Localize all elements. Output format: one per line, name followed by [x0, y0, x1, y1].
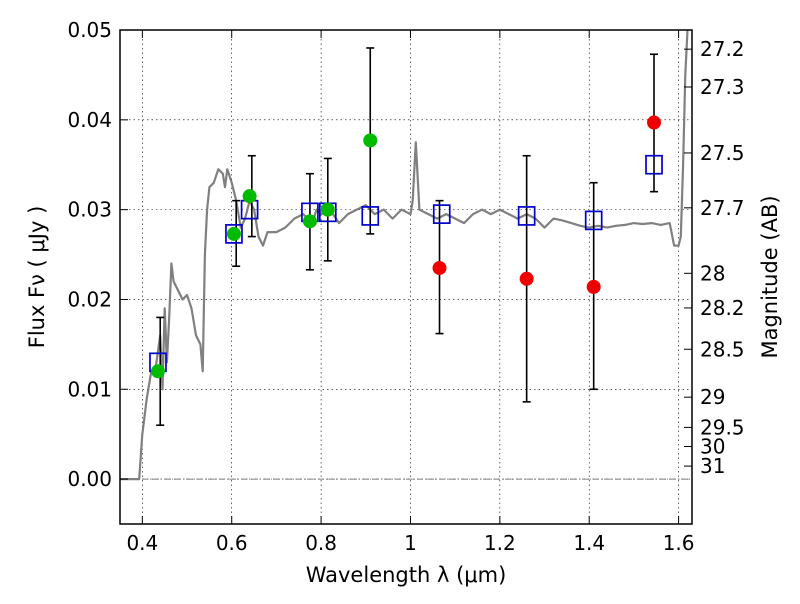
x-tick-label: 0.8	[305, 531, 337, 555]
y-tick-label: 0.04	[67, 108, 112, 132]
model-spectrum-line	[120, 30, 689, 481]
x-tick-label: 0.4	[126, 531, 158, 555]
x-axis-label: Wavelength λ (μm)	[306, 563, 507, 587]
y2-tick-label: 30	[700, 434, 725, 458]
y-tick-label: 0.03	[67, 198, 112, 222]
model-photometry-square	[225, 224, 243, 244]
y2-axis-label: Magnitude (AB)	[758, 195, 782, 358]
x-tick-label: 1.6	[663, 531, 695, 555]
y-tick-label: 0.00	[67, 467, 112, 491]
detected-flux-point	[363, 133, 378, 148]
observed-photometry-layer	[150, 115, 662, 379]
y-tick-label: 0.01	[67, 377, 112, 401]
y2-tick-label: 28	[700, 261, 725, 285]
y2-tick-label: 27.3	[700, 75, 745, 99]
detected-flux-point	[226, 226, 241, 241]
x-tick-label: 1.2	[484, 531, 516, 555]
y2-tick-label: 29.5	[700, 415, 745, 439]
model-photometry-square	[432, 204, 451, 224]
y-tick-label: 0.05	[67, 18, 112, 42]
model-photometry-square	[584, 210, 603, 231]
x-tick-label: 1.4	[573, 531, 605, 555]
detected-flux-point	[242, 189, 257, 204]
undetected-flux-point	[519, 271, 534, 286]
x-tick-label: 1	[404, 531, 417, 555]
y2-tick-label: 28.2	[700, 296, 745, 320]
model-photometry-square	[645, 154, 663, 175]
y2-tick-label: 27.7	[700, 196, 745, 220]
model-photometry-layer	[149, 154, 663, 373]
y2-tick-label: 28.5	[700, 337, 745, 361]
model-photometry-square	[517, 206, 536, 226]
x-axis-ticks: 0.4 0.6 0.8 1 1.2 1.4 1.6	[126, 30, 695, 555]
y2-tick-label: 31	[700, 454, 725, 478]
plot-frame	[119, 29, 693, 525]
y-tick-label: 0.02	[67, 287, 112, 311]
undetected-flux-point	[586, 279, 601, 294]
undetected-flux-point	[432, 261, 447, 276]
grid	[120, 29, 692, 524]
undetected-flux-point	[647, 115, 662, 130]
x-tick-label: 0.6	[216, 531, 248, 555]
model-spectrum-layer	[120, 30, 689, 481]
y-axis-label: Flux Fν ( μJy )	[25, 206, 49, 349]
y2-tick-label: 27.2	[700, 37, 745, 61]
detected-flux-point	[150, 364, 165, 379]
detected-flux-point	[302, 214, 317, 229]
detected-flux-point	[320, 202, 335, 217]
model-photometry-square	[361, 206, 380, 226]
y-axis-ticks: 0.00 0.01 0.02 0.03 0.04 0.05	[67, 18, 128, 491]
y2-tick-label: 29	[700, 385, 725, 409]
y2-tick-label: 27.5	[700, 141, 745, 165]
